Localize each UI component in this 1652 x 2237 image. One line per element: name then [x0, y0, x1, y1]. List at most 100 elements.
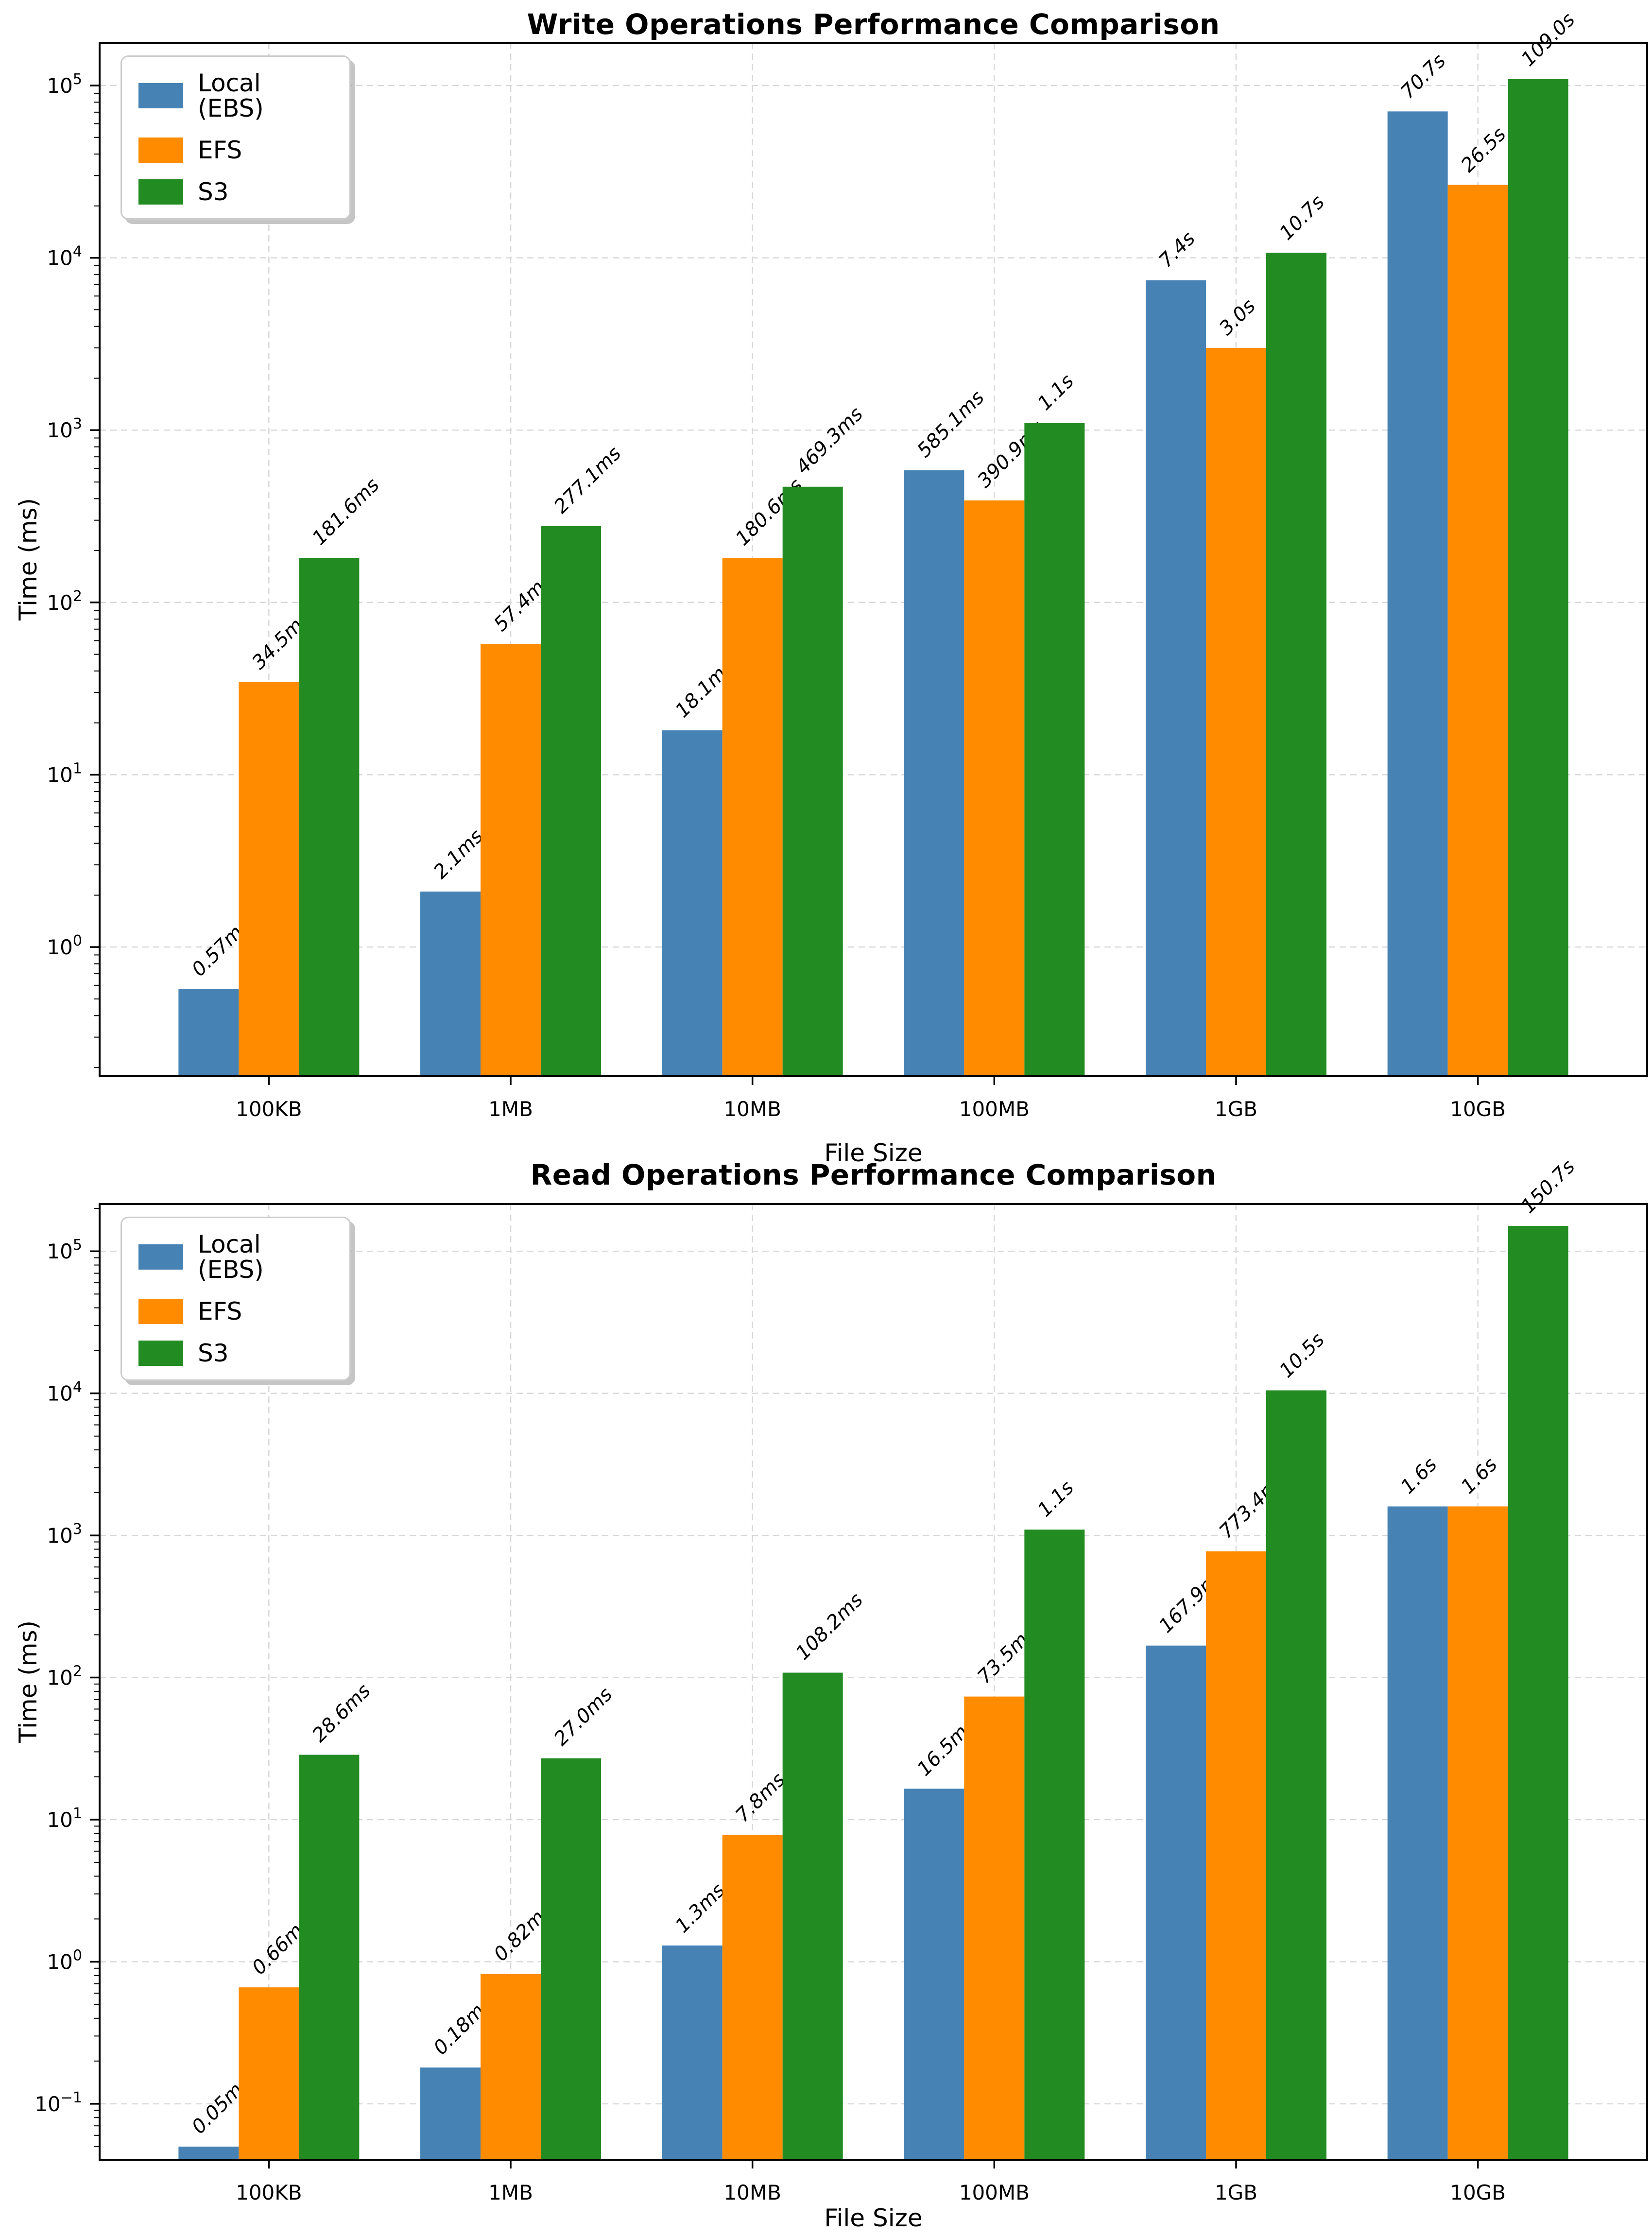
local-ebs-swatch-icon	[138, 83, 183, 108]
bar	[782, 1672, 843, 2160]
bar-value-label: 1.6s	[1396, 1453, 1441, 1498]
bar	[1024, 423, 1085, 1076]
bar	[1387, 1506, 1448, 2160]
efs-swatch-icon	[138, 138, 183, 163]
legend-label-s3: S3	[198, 178, 229, 206]
bar	[1508, 1226, 1568, 2160]
bar	[1266, 1390, 1326, 2160]
bar	[964, 500, 1025, 1076]
y-tick-label: 104	[47, 1379, 82, 1406]
read-chart-y-axis-label: Time (ms)	[14, 1620, 42, 1743]
bar	[1508, 79, 1568, 1077]
write-chart-legend: Local (EBS) EFS S3	[120, 55, 351, 220]
bar	[782, 486, 843, 1076]
bar	[1205, 1551, 1266, 2160]
plot-border	[99, 1203, 1648, 2161]
bar	[964, 1696, 1025, 2160]
read-chart-title: Read Operations Performance Comparison	[530, 1158, 1217, 1191]
legend-item-s3: S3	[138, 1341, 333, 1366]
bar-value-label: 585.1ms	[913, 386, 989, 462]
x-tick-label: 100MB	[959, 1097, 1030, 1121]
x-tick-label: 1GB	[1215, 1097, 1257, 1121]
bar	[178, 989, 239, 1076]
bar	[722, 1835, 783, 2160]
bar	[299, 1755, 360, 2160]
write-chart-title: Write Operations Performance Comparison	[527, 8, 1220, 41]
efs-swatch-icon	[138, 1299, 183, 1324]
x-tick-label: 1MB	[488, 1097, 533, 1121]
y-tick-label: 100	[47, 1947, 82, 1974]
x-tick-label: 100KB	[236, 2181, 302, 2204]
x-tick-label: 100MB	[959, 2181, 1030, 2204]
legend-label-efs: EFS	[198, 136, 242, 164]
bar-value-label: 3.0s	[1215, 295, 1260, 340]
bar	[481, 644, 541, 1076]
x-tick-label: 1MB	[488, 2181, 533, 2204]
bar-value-label: 27.0ms	[550, 1683, 617, 1750]
local-ebs-swatch-icon	[138, 1244, 183, 1270]
legend-item-local-ebs: Local (EBS)	[138, 70, 333, 121]
bar-value-label: 7.8ms	[731, 1769, 790, 1827]
bar	[662, 730, 723, 1076]
write-chart-y-axis-label: Time (ms)	[14, 498, 42, 621]
bar	[1447, 185, 1508, 1077]
bar-value-label: 1.3ms	[671, 1879, 729, 1937]
bar-value-label: 1.1s	[1033, 370, 1078, 414]
bar-value-label: 70.7s	[1396, 50, 1450, 103]
x-tick-label: 1GB	[1215, 2181, 1257, 2204]
bar-value-label: 26.5s	[1457, 123, 1510, 176]
x-tick-label: 10MB	[723, 2181, 781, 2204]
bar-value-label: 2.1ms	[430, 825, 488, 883]
bar	[178, 2146, 239, 2160]
bar	[481, 1974, 541, 2160]
legend-label-local-ebs: Local (EBS)	[198, 69, 264, 122]
legend-label-efs: EFS	[198, 1297, 242, 1325]
bar	[1205, 348, 1266, 1076]
y-tick-label: 100	[47, 932, 82, 959]
bar	[420, 2067, 481, 2160]
bar-value-label: 469.3ms	[792, 403, 867, 479]
bar	[1266, 253, 1326, 1076]
bar	[239, 1987, 299, 2160]
bar	[722, 558, 783, 1076]
bar	[541, 1758, 602, 2160]
y-tick-label: 103	[47, 1521, 82, 1548]
x-tick-label: 10GB	[1450, 2181, 1506, 2204]
y-tick-label: 101	[47, 760, 82, 787]
s3-swatch-icon	[138, 1341, 183, 1366]
legend-label-local-ebs: Local (EBS)	[198, 1230, 264, 1284]
bar-value-label: 108.2ms	[792, 1589, 867, 1665]
bar-value-label: 7.4s	[1155, 227, 1200, 272]
bar	[420, 891, 481, 1076]
legend-item-s3: S3	[138, 179, 333, 205]
legend-item-efs: EFS	[138, 138, 333, 163]
bar	[1145, 280, 1206, 1076]
bar-value-label: 10.7s	[1275, 191, 1329, 244]
read-chart-legend: Local (EBS) EFS S3	[120, 1217, 351, 1381]
bar-value-label: 10.5s	[1275, 1328, 1329, 1382]
y-tick-label: 103	[47, 415, 82, 442]
y-tick-label: 10−1	[34, 2089, 82, 2116]
bar-value-label: 28.6ms	[308, 1680, 375, 1747]
bar	[239, 682, 299, 1076]
y-tick-label: 101	[47, 1805, 82, 1832]
bar	[1024, 1530, 1085, 2160]
bar	[1145, 1645, 1206, 2160]
bar	[904, 1789, 964, 2160]
bar	[541, 526, 602, 1076]
legend-item-efs: EFS	[138, 1299, 333, 1324]
x-tick-label: 10MB	[723, 1097, 781, 1121]
bar	[904, 470, 964, 1076]
x-tick-label: 10GB	[1450, 1097, 1506, 1121]
bar	[1447, 1506, 1508, 2160]
y-tick-label: 102	[47, 588, 82, 615]
y-tick-label: 104	[47, 243, 82, 270]
write-chart-x-axis-label: File Size	[824, 1139, 923, 1167]
y-tick-label: 102	[47, 1663, 82, 1690]
bar-value-label: 181.6ms	[308, 474, 384, 550]
bar	[299, 557, 360, 1076]
legend-item-local-ebs: Local (EBS)	[138, 1232, 333, 1282]
s3-swatch-icon	[138, 179, 183, 205]
